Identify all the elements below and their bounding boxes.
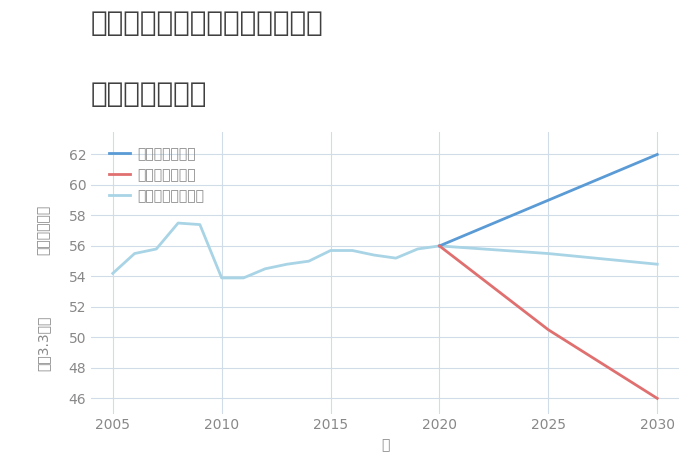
Text: 単価（万円）: 単価（万円） — [37, 205, 51, 255]
X-axis label: 年: 年 — [381, 438, 389, 452]
Text: 坪（3.3㎡）: 坪（3.3㎡） — [37, 315, 51, 371]
Text: 愛知県名古屋市中川区幡野町の: 愛知県名古屋市中川区幡野町の — [91, 9, 323, 38]
Text: 土地の価格推移: 土地の価格推移 — [91, 80, 207, 108]
Legend: グッドシナリオ, バッドシナリオ, ノーマルシナリオ: グッドシナリオ, バッドシナリオ, ノーマルシナリオ — [104, 141, 210, 208]
